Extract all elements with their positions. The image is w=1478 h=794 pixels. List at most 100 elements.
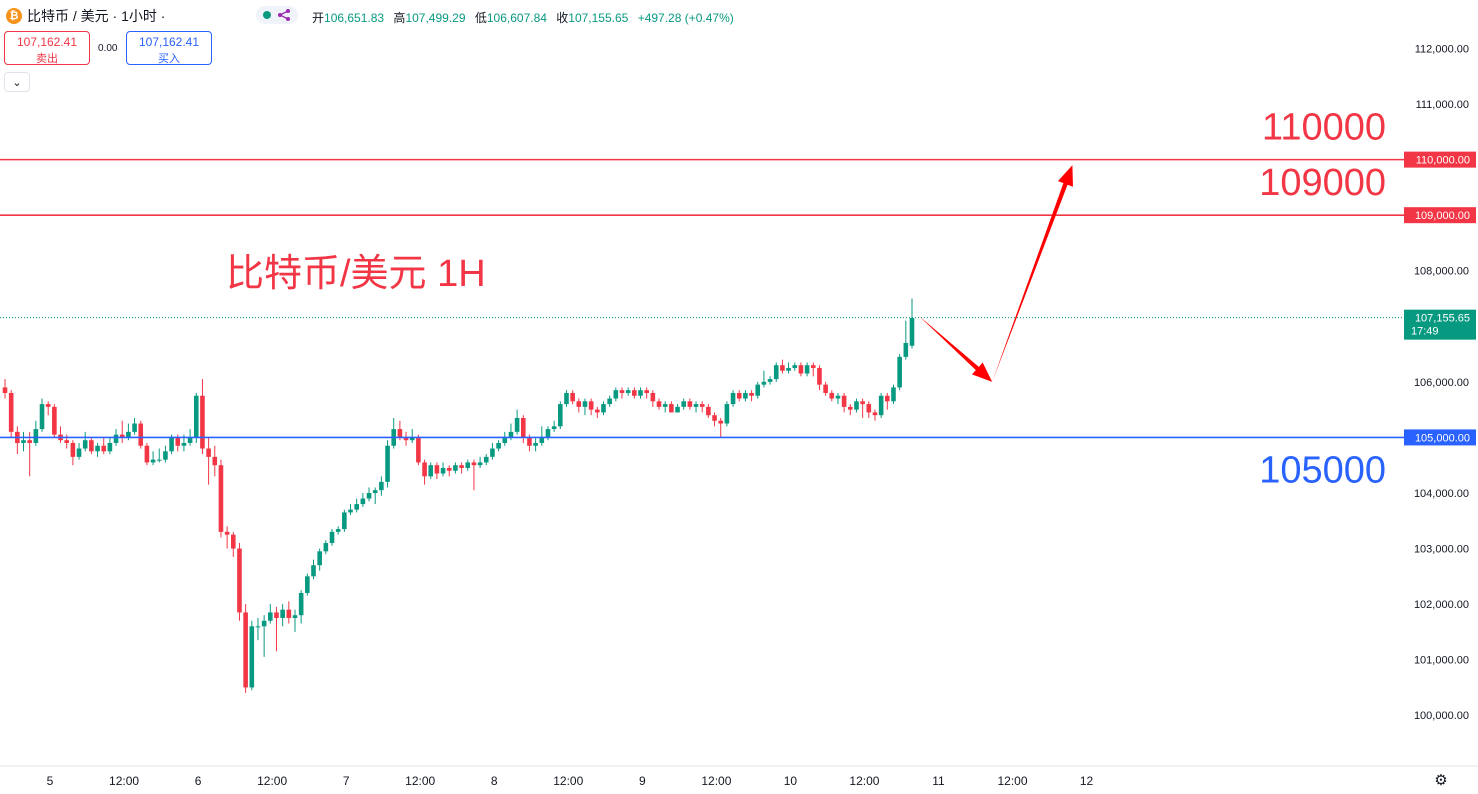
buy-label: 买入	[158, 53, 180, 65]
candle-body	[514, 417, 520, 432]
candle-body	[323, 542, 329, 552]
candle	[224, 526, 230, 549]
candle-body	[230, 534, 236, 549]
candle-body	[718, 420, 724, 424]
candle-body	[687, 401, 693, 407]
candle	[95, 442, 100, 457]
spread-value: 0.00	[98, 43, 118, 54]
candle-body	[64, 440, 69, 443]
candle-body	[496, 442, 501, 449]
level-axis-label: 105,000.00	[1415, 432, 1470, 444]
candle	[416, 434, 421, 466]
candle	[342, 509, 347, 532]
buy-price: 107,162.41	[138, 35, 200, 49]
candle	[847, 404, 853, 416]
candle	[699, 401, 705, 413]
candle	[89, 437, 94, 455]
candle-body	[662, 404, 668, 407]
sell-label: 卖出	[36, 53, 58, 65]
candle	[144, 442, 150, 466]
candle-body	[866, 404, 872, 413]
x-tick-label: 5	[47, 774, 54, 788]
candle	[27, 431, 32, 477]
candle	[730, 390, 736, 407]
candle-body	[298, 592, 304, 616]
candle	[761, 370, 767, 388]
candle-body	[693, 404, 699, 407]
candle-body	[193, 395, 199, 438]
candle-body	[465, 462, 471, 468]
candle-body	[878, 395, 884, 416]
current-price-label: 107,155.65	[1415, 313, 1470, 325]
candle	[311, 559, 316, 580]
candle	[237, 542, 242, 621]
candle-body	[810, 365, 816, 368]
candle	[249, 620, 255, 691]
current-price-time: 17:49	[1411, 326, 1439, 338]
candle	[841, 392, 847, 413]
x-tick-label: 12:00	[998, 774, 1028, 788]
candle-body	[459, 465, 464, 468]
candle	[298, 590, 304, 624]
candle-body	[150, 459, 156, 463]
candle	[305, 573, 310, 596]
candle	[625, 387, 631, 396]
candle	[878, 392, 884, 418]
buy-button[interactable]: 107,162.41 买入	[126, 31, 212, 65]
candle	[755, 381, 761, 399]
candle-body	[780, 365, 785, 371]
open-value: 106,651.83	[324, 11, 385, 25]
candle-body	[755, 384, 761, 396]
level-annotation: 109000	[1259, 162, 1386, 204]
candle	[292, 609, 298, 632]
candle-body	[533, 442, 538, 446]
symbol-header[interactable]: ₿ 比特币 / 美元 · 1小时 ·	[6, 6, 165, 26]
candle-body	[570, 392, 575, 402]
candle-body	[545, 429, 551, 438]
candle-body	[872, 412, 878, 416]
candle-body	[101, 445, 107, 452]
candle	[669, 401, 674, 413]
candle-body	[397, 429, 403, 438]
candle-body	[175, 437, 181, 446]
candle	[533, 437, 538, 452]
candle-body	[163, 451, 168, 460]
candle	[650, 390, 656, 407]
candle	[471, 459, 477, 491]
candle-body	[212, 456, 218, 466]
candle	[403, 431, 409, 446]
candle-body	[743, 392, 748, 399]
gear-icon[interactable]: ⚙	[1434, 772, 1448, 789]
candle-body	[909, 317, 915, 346]
candle	[119, 420, 125, 443]
candle-body	[490, 448, 495, 457]
candle-body	[582, 401, 588, 407]
candle-body	[520, 417, 526, 438]
collapse-button[interactable]: ⌄	[4, 72, 30, 92]
candle	[446, 465, 452, 477]
candle-body	[33, 429, 39, 443]
level-axis-badge	[1404, 429, 1476, 446]
candle	[595, 406, 600, 418]
candle	[835, 392, 841, 405]
sell-button[interactable]: 107,162.41 卖出	[4, 31, 90, 65]
candle	[632, 387, 637, 399]
candle-body	[854, 401, 859, 410]
status-pill[interactable]	[256, 6, 298, 24]
candle-body	[712, 415, 717, 421]
candle	[156, 448, 162, 463]
change-value: +497.28 (+0.47%)	[637, 11, 734, 25]
projection-arrow	[992, 165, 1073, 382]
candle-body	[595, 409, 600, 413]
candle	[792, 362, 798, 371]
candle	[15, 426, 20, 455]
candle	[280, 604, 285, 627]
x-tick-label: 11	[932, 774, 945, 788]
candle-body	[885, 395, 890, 402]
candle	[749, 390, 754, 402]
candle	[502, 431, 508, 446]
candle-body	[434, 465, 440, 474]
candle-body	[558, 404, 563, 427]
candle-body	[613, 390, 619, 399]
